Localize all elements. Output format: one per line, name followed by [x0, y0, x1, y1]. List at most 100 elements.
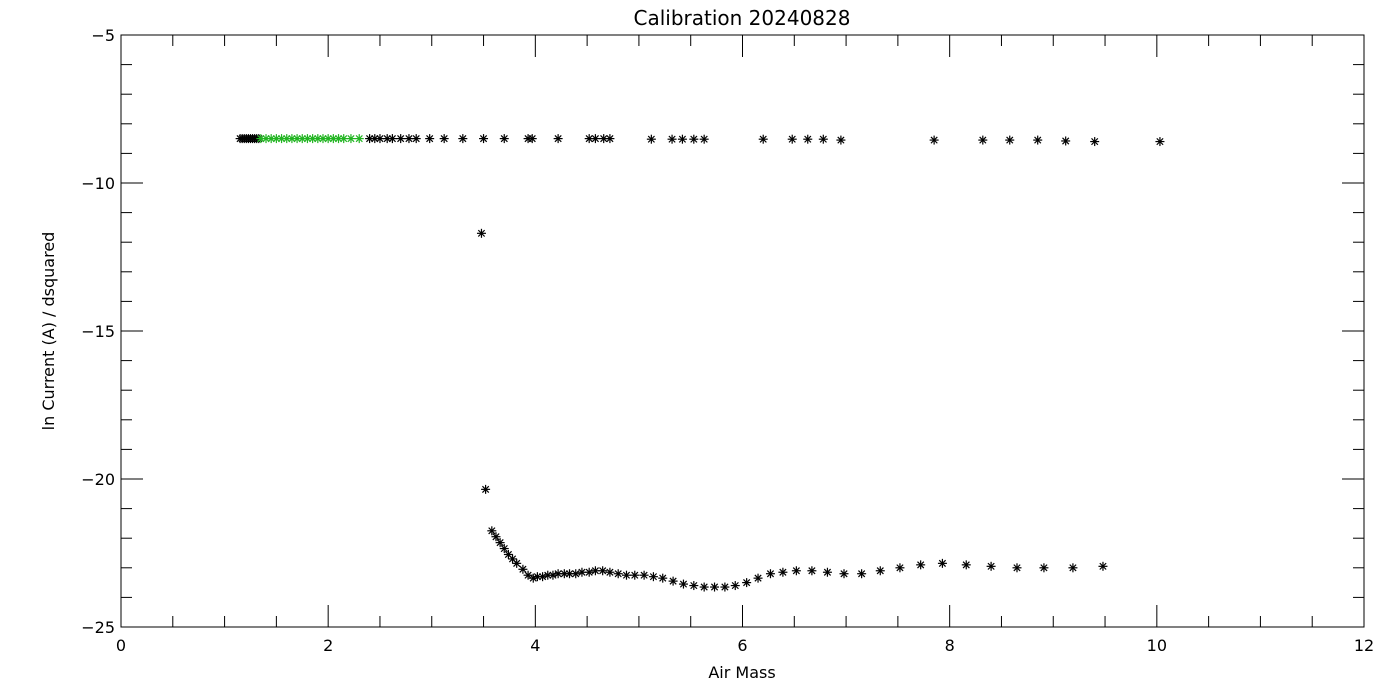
asterisk-stroke	[365, 134, 374, 143]
asterisk-stroke	[731, 581, 739, 590]
data-point	[1155, 137, 1165, 147]
data-point	[584, 134, 594, 144]
asterisk-stroke	[1069, 564, 1077, 572]
asterisk-stroke	[477, 229, 486, 237]
data-point	[491, 532, 501, 542]
data-point	[668, 576, 678, 586]
asterisk-stroke	[659, 574, 667, 582]
asterisk-stroke	[528, 134, 536, 143]
y-axis-label: ln Current (A) / dsquared	[39, 232, 58, 431]
asterisk-stroke	[283, 134, 291, 143]
asterisk-stroke	[347, 134, 355, 143]
asterisk-stroke	[257, 134, 265, 143]
axis-ticks: 0 2 4 6 8 10 12 −25 −20 −15 −10 −5	[81, 26, 1374, 655]
asterisk-stroke	[1006, 136, 1014, 144]
data-point	[646, 134, 656, 144]
asterisk-stroke	[405, 134, 413, 143]
asterisk-stroke	[1034, 136, 1042, 144]
data-point	[571, 569, 581, 579]
data-point	[818, 134, 828, 144]
data-point	[689, 581, 699, 591]
data-point	[730, 581, 740, 591]
x-tick-label-1: 2	[323, 636, 333, 655]
asterisk-stroke	[412, 134, 420, 143]
asterisk-stroke	[565, 570, 574, 578]
data-point	[778, 567, 788, 577]
data-point	[481, 484, 491, 494]
data-point	[895, 563, 905, 573]
asterisk-stroke	[779, 568, 787, 576]
asterisk-stroke	[298, 134, 306, 143]
data-point	[605, 134, 615, 144]
data-point	[396, 134, 406, 144]
asterisk-stroke	[1062, 137, 1070, 145]
data-point	[929, 135, 939, 145]
asterisk-stroke	[500, 134, 508, 143]
asterisk-stroke	[690, 135, 698, 143]
asterisk-stroke	[819, 135, 827, 143]
asterisk-stroke	[678, 135, 687, 143]
data-point	[476, 228, 486, 238]
asterisk-stroke	[622, 571, 631, 579]
asterisk-stroke	[578, 568, 586, 576]
data-point	[425, 134, 435, 144]
asterisk-stroke	[549, 571, 557, 579]
asterisk-stroke	[533, 573, 542, 581]
data-point	[553, 134, 563, 144]
asterisk-stroke	[679, 580, 688, 588]
data-point	[387, 134, 397, 144]
asterisk-stroke	[388, 134, 396, 143]
y-tick-label-4: −5	[91, 26, 115, 45]
asterisk-stroke	[979, 136, 987, 144]
asterisk-stroke	[591, 567, 600, 575]
asterisk-stroke	[876, 567, 884, 575]
x-tick-label-5: 10	[1147, 636, 1167, 655]
asterisk-stroke	[513, 559, 521, 567]
asterisk-stroke	[754, 574, 762, 582]
data-points	[235, 134, 1165, 592]
data-point	[605, 567, 615, 577]
data-point	[1098, 561, 1108, 571]
asterisk-stroke	[1040, 564, 1048, 572]
asterisk-stroke	[544, 571, 552, 579]
data-point	[346, 134, 356, 144]
asterisk-stroke	[669, 577, 677, 585]
data-point	[1012, 563, 1022, 573]
asterisk-stroke	[668, 135, 676, 143]
data-point	[667, 134, 677, 144]
data-point	[875, 566, 885, 576]
asterisk-stroke	[858, 570, 866, 578]
data-point	[499, 134, 509, 144]
data-point	[961, 560, 971, 570]
data-point	[499, 544, 509, 554]
asterisk-stroke	[896, 564, 904, 572]
asterisk-stroke	[492, 533, 500, 541]
data-point	[411, 134, 421, 144]
data-point	[839, 569, 849, 579]
data-point	[1005, 135, 1015, 145]
asterisk-stroke	[272, 134, 280, 143]
asterisk-stroke	[962, 561, 970, 569]
data-point	[487, 526, 497, 536]
data-point	[1061, 136, 1071, 146]
data-point	[458, 134, 468, 144]
asterisk-stroke	[572, 570, 580, 578]
asterisk-stroke	[599, 567, 607, 575]
data-point	[787, 134, 797, 144]
data-point	[565, 569, 575, 579]
asterisk-stroke	[262, 134, 270, 143]
data-point	[308, 134, 318, 144]
asterisk-stroke	[340, 134, 348, 143]
data-point	[479, 134, 489, 144]
asterisk-stroke	[743, 578, 751, 587]
asterisk-stroke	[397, 134, 405, 143]
data-point	[678, 579, 688, 589]
data-point	[658, 573, 668, 583]
asterisk-stroke	[591, 134, 600, 143]
asterisk-stroke	[987, 562, 995, 570]
data-point	[765, 569, 775, 579]
y-tick-label-1: −20	[81, 470, 115, 489]
asterisk-stroke	[690, 581, 698, 590]
asterisk-stroke	[288, 134, 296, 143]
